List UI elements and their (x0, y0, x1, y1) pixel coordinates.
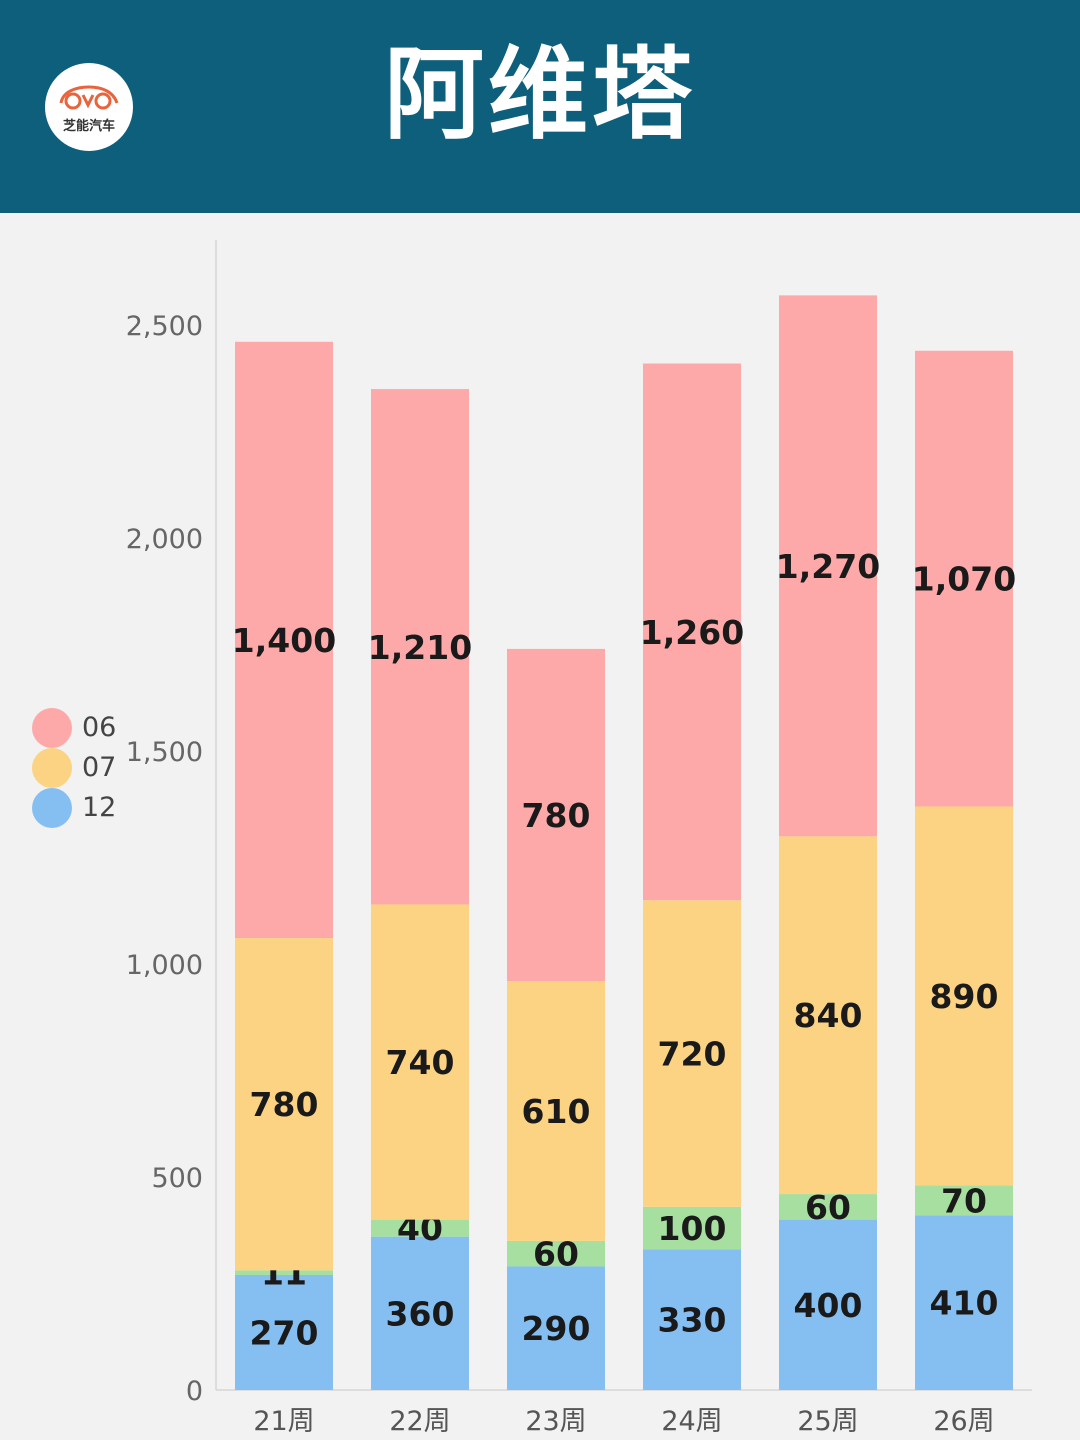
bar-segment-12-4 (779, 1219, 877, 1390)
data-label: 1,210 (368, 628, 472, 667)
data-label: 890 (930, 977, 999, 1016)
bar-segment-12-5 (915, 1215, 1013, 1390)
data-label: 780 (250, 1085, 319, 1124)
bar-segment-07-5 (915, 806, 1013, 1186)
bar-segment-07-3 (643, 900, 741, 1207)
bar-segment-06-4 (779, 295, 877, 837)
bar-segment-other-4 (779, 1194, 877, 1220)
data-label: 1,260 (640, 613, 744, 652)
legend-item-12: 12 (32, 788, 132, 828)
chart-legend: 06 07 12 (32, 708, 132, 828)
page-title: 阿维塔 (384, 36, 696, 153)
bar-segment-12-2 (507, 1266, 605, 1390)
y-tick-label: 0 (186, 1376, 203, 1407)
logo-text: 芝能汽车 (62, 119, 115, 134)
data-label: 400 (794, 1286, 863, 1325)
x-tick-label: 21周 (253, 1406, 314, 1437)
bar-segment-12-3 (643, 1249, 741, 1390)
legend-item-06: 06 (32, 708, 132, 748)
bar-segment-other-0 (235, 1270, 333, 1275)
data-label: 60 (533, 1235, 579, 1274)
legend-item-07: 07 (32, 748, 132, 788)
data-label: 290 (522, 1309, 591, 1348)
y-tick-label: 1,000 (126, 950, 203, 981)
x-tick-label: 22周 (389, 1406, 450, 1437)
bar-segment-07-2 (507, 981, 605, 1241)
legend-swatch-07 (32, 748, 72, 788)
legend-label-07: 07 (82, 752, 117, 783)
bar-segment-07-0 (235, 938, 333, 1271)
bar-segment-other-2 (507, 1240, 605, 1267)
data-label: 1,400 (232, 621, 336, 660)
data-label: 840 (794, 996, 863, 1035)
bar-segment-07-1 (371, 904, 469, 1220)
bar-segment-06-0 (235, 341, 333, 939)
data-label: 410 (930, 1284, 999, 1323)
bar-segment-12-0 (235, 1275, 333, 1390)
data-label: 330 (658, 1301, 727, 1340)
data-label: 1,070 (912, 560, 1016, 599)
data-label: 720 (658, 1035, 727, 1074)
data-label: 270 (250, 1314, 319, 1353)
y-tick-label: 2,500 (126, 311, 203, 342)
legend-label-12: 12 (82, 792, 117, 823)
data-label: 100 (658, 1209, 727, 1248)
legend-swatch-12 (32, 788, 72, 828)
data-label: 740 (386, 1043, 455, 1082)
bar-segment-06-2 (507, 648, 605, 982)
bar-segment-07-4 (779, 836, 877, 1195)
legend-label-06: 06 (82, 712, 117, 743)
bar-segment-other-1 (371, 1219, 469, 1237)
bar-segment-12-1 (371, 1236, 469, 1390)
y-tick-label: 2,000 (126, 524, 203, 555)
bar-segment-06-5 (915, 350, 1013, 807)
x-tick-label: 23周 (525, 1406, 586, 1437)
stacked-bar-chart: 05001,0001,5002,0002,500270117801,40021周… (126, 240, 1032, 1437)
x-tick-label: 26周 (933, 1406, 994, 1437)
data-label: 780 (522, 796, 591, 835)
car-logo-icon (59, 85, 119, 110)
brand-logo: 芝能汽车 (45, 63, 133, 151)
header-bar: 芝能汽车 阿维塔 (0, 0, 1080, 213)
bar-segment-other-3 (643, 1206, 741, 1250)
y-tick-label: 1,500 (126, 737, 203, 768)
y-tick-label: 500 (151, 1163, 203, 1194)
data-label: 610 (522, 1092, 591, 1131)
data-label: 70 (941, 1181, 987, 1220)
bar-segment-other-5 (915, 1185, 1013, 1216)
bar-segment-06-1 (371, 389, 469, 905)
data-label: 360 (386, 1294, 455, 1333)
legend-swatch-06 (32, 708, 72, 748)
x-tick-label: 25周 (797, 1406, 858, 1437)
x-tick-label: 24周 (661, 1406, 722, 1437)
data-label: 60 (805, 1188, 851, 1227)
bar-segment-06-3 (643, 363, 741, 901)
data-label: 1,270 (776, 547, 880, 586)
